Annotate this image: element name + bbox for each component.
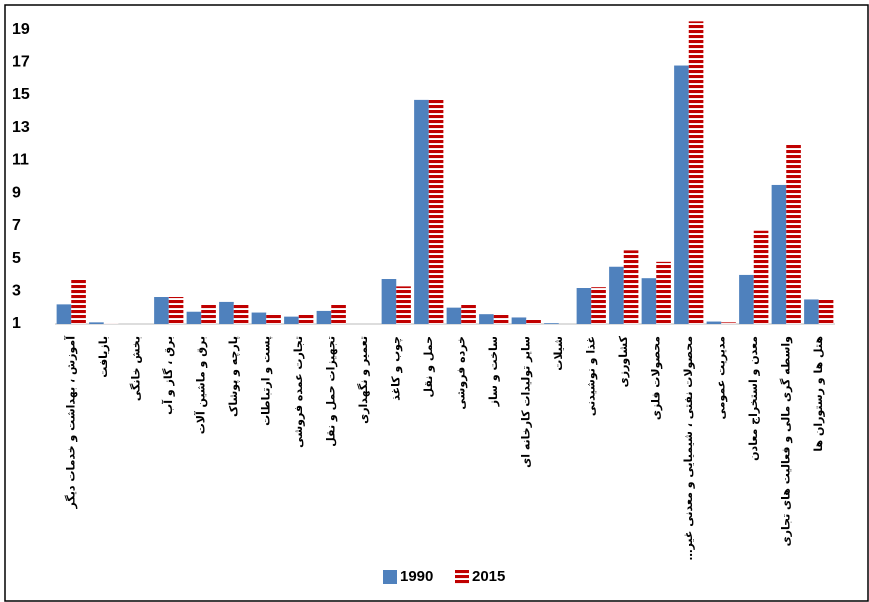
bar	[154, 297, 169, 324]
bar	[428, 99, 444, 324]
bar	[71, 279, 86, 324]
bar	[168, 297, 184, 324]
bar	[186, 311, 202, 324]
y-tick-label: 5	[12, 250, 21, 267]
bar	[56, 304, 72, 324]
bar	[461, 304, 476, 324]
bar	[446, 307, 462, 324]
legend-label: 1990	[400, 568, 433, 585]
bar	[739, 274, 754, 324]
bar	[771, 184, 787, 324]
x-tick-label: تعمیر و نگهداری	[357, 336, 370, 424]
y-tick-label: 7	[12, 217, 21, 234]
bar	[284, 316, 299, 324]
legend-swatch	[383, 570, 397, 584]
bar	[674, 65, 689, 325]
y-tick-label: 19	[12, 21, 30, 38]
x-tick-label: تجهیزات حمل و نقل	[324, 336, 337, 447]
x-tick-label: تجارت عمده فروشی	[292, 336, 305, 448]
x-tick-label: واسطه گری مالی و فعالیت های تجاری	[779, 336, 792, 547]
y-tick-label: 11	[12, 152, 29, 169]
bar	[316, 310, 332, 324]
x-tick-label: معدن و استخراج معادن	[747, 336, 761, 461]
frame	[4, 4, 869, 602]
bar	[753, 230, 769, 324]
x-tick-label: محصولات فلزی	[649, 336, 662, 420]
x-tick-label: شیلات	[552, 336, 565, 371]
x-tick-label: بخش خانگی	[129, 336, 142, 401]
y-tick-label: 3	[12, 283, 21, 300]
bar	[526, 319, 541, 324]
x-tick-label: پست و ارتباطات	[259, 336, 272, 426]
x-tick-label: بازیافت	[97, 336, 110, 378]
y-tick-label: 17	[12, 53, 30, 70]
y-tick-label: 13	[12, 119, 30, 136]
x-tick-label: برق و ماشین آلات	[193, 336, 207, 434]
bar	[331, 304, 346, 324]
bar	[219, 301, 234, 324]
x-tick-label: غذا و نوشیدنی	[584, 336, 597, 416]
bar	[251, 312, 267, 324]
y-tick-label: 9	[12, 184, 21, 201]
y-tick-label: 1	[12, 315, 21, 332]
x-tick-label: هتل ها و رستوران ها	[812, 336, 825, 452]
bar	[266, 313, 281, 324]
y-tick-label: 15	[12, 86, 30, 103]
x-tick-label: پارچه و پوشاک	[227, 336, 240, 417]
x-tick-label: برق ، گاز و آب	[161, 336, 175, 415]
x-tick-label: حمل و نقل	[422, 336, 435, 397]
x-tick-label: آموزش ، بهداشت و خدمات دیگر	[63, 336, 77, 510]
bar	[233, 304, 249, 324]
x-tick-label: محصولات نفتی ، شیمیایی و معدنی غیر…	[682, 336, 695, 560]
bar	[493, 313, 509, 324]
x-tick-label: سایر تولیدات کارخانه ای	[519, 336, 532, 468]
legend-label: 2015	[472, 568, 505, 585]
bar	[103, 323, 119, 324]
bar	[298, 315, 314, 324]
bar	[804, 299, 819, 324]
x-tick-label: ساخت و ساز	[487, 336, 500, 407]
bar	[396, 286, 411, 324]
bar	[381, 279, 397, 324]
x-tick-label: چوب و کاغذ	[389, 336, 402, 401]
bar	[479, 314, 494, 324]
x-tick-label: خرده فروشی	[454, 336, 467, 410]
bar	[201, 304, 216, 324]
bar	[414, 99, 429, 324]
bar	[591, 287, 606, 324]
bar	[688, 21, 704, 324]
bar	[706, 321, 722, 324]
bar	[641, 278, 657, 324]
bar	[623, 250, 639, 324]
bar	[721, 322, 736, 324]
bar	[511, 317, 527, 324]
x-tick-label: کشاورزی	[617, 335, 630, 387]
x-tick-label: مدیریت عمومی	[714, 336, 727, 419]
bar	[609, 266, 624, 324]
legend-swatch	[455, 570, 469, 584]
bar	[576, 288, 592, 324]
bar	[544, 323, 559, 324]
bar	[656, 261, 671, 324]
bar	[89, 322, 104, 324]
bar	[818, 299, 834, 324]
bar	[786, 144, 801, 324]
